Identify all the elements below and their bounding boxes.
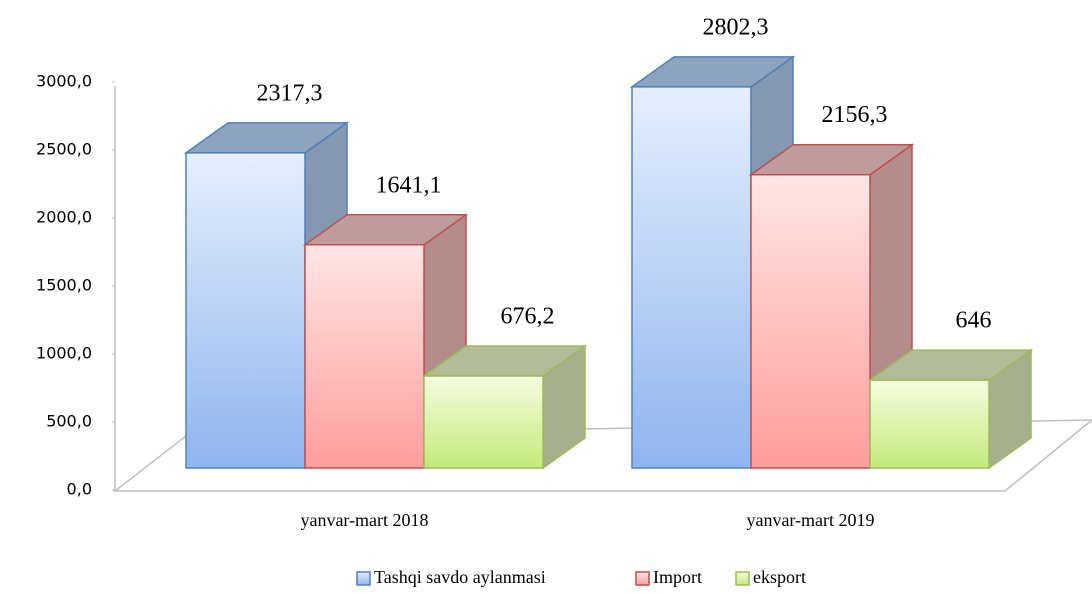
data-label: 2156,3 xyxy=(822,102,888,128)
bar xyxy=(867,348,1034,470)
legend-label: Import xyxy=(653,567,702,587)
y-tick-label: 1000,0 xyxy=(36,344,92,363)
bar xyxy=(302,213,469,470)
y-tick-label: 500,0 xyxy=(46,412,92,431)
data-label: 2802,3 xyxy=(703,14,769,40)
legend-label: Tashqi savdo aylanmasi xyxy=(374,567,546,587)
bar-front xyxy=(185,152,306,469)
bar-front xyxy=(631,86,752,469)
y-tick-label: 2500,0 xyxy=(36,140,92,159)
data-label: 676,2 xyxy=(501,304,555,330)
y-tick-label: 0,0 xyxy=(67,480,92,499)
data-label: 1641,1 xyxy=(376,172,442,198)
y-tick-label: 2000,0 xyxy=(36,208,92,227)
bar-front xyxy=(750,173,871,469)
data-label: 646 xyxy=(956,308,992,334)
x-tick-label: yanvar-mart 2019 xyxy=(746,510,874,530)
data-label: 2317,3 xyxy=(257,80,323,106)
legend-swatch xyxy=(356,571,371,586)
bar-front xyxy=(423,375,544,469)
x-tick-label: yanvar-mart 2018 xyxy=(300,510,428,530)
bar xyxy=(421,344,588,470)
bar-front xyxy=(869,379,990,469)
legend-label: eksport xyxy=(753,567,806,587)
bar-front xyxy=(304,244,425,469)
legend-swatch xyxy=(735,571,750,586)
y-tick-label: 1500,0 xyxy=(36,276,92,295)
legend-swatch xyxy=(635,571,650,586)
y-tick-label: 3000,0 xyxy=(36,72,92,91)
